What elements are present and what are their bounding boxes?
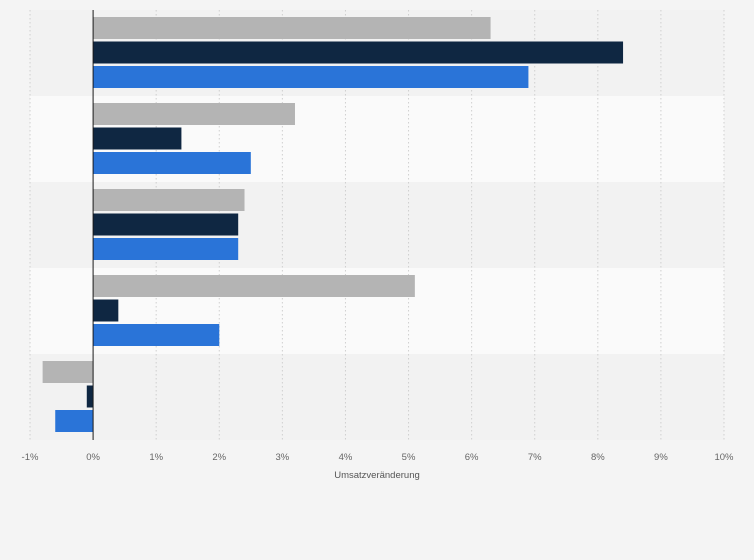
bar bbox=[93, 213, 239, 236]
x-tick-label: 2% bbox=[212, 452, 226, 463]
x-tick-labels: -1% 0% 1% 2% 3% 4% 5% 6% 7% 8% 9% 10% bbox=[22, 452, 735, 463]
x-tick-label: 4% bbox=[339, 452, 353, 463]
bar bbox=[93, 238, 239, 260]
x-tick-label: 3% bbox=[275, 452, 289, 463]
x-tick-label: 8% bbox=[591, 452, 605, 463]
x-tick-label: 5% bbox=[402, 452, 416, 463]
x-tick-label: -1% bbox=[22, 452, 39, 463]
bar bbox=[42, 361, 94, 383]
bar bbox=[55, 410, 94, 432]
bar bbox=[93, 127, 182, 150]
bar bbox=[93, 299, 119, 322]
bar bbox=[93, 152, 251, 174]
x-axis-title: Umsatzveränderung bbox=[334, 470, 420, 481]
x-tick-label: 6% bbox=[465, 452, 479, 463]
category-band bbox=[30, 354, 724, 440]
x-tick-label: 9% bbox=[654, 452, 668, 463]
x-tick-label: 0% bbox=[86, 452, 100, 463]
bar bbox=[93, 66, 529, 88]
bar bbox=[93, 324, 220, 346]
x-tick-label: 7% bbox=[528, 452, 542, 463]
bar bbox=[86, 385, 94, 408]
bar bbox=[93, 275, 415, 297]
bar bbox=[93, 103, 295, 125]
bar bbox=[93, 17, 491, 39]
bar bbox=[93, 41, 624, 64]
x-tick-label: 1% bbox=[149, 452, 163, 463]
bar bbox=[93, 189, 245, 211]
bars bbox=[42, 17, 624, 432]
x-tick-label: 10% bbox=[714, 452, 734, 463]
